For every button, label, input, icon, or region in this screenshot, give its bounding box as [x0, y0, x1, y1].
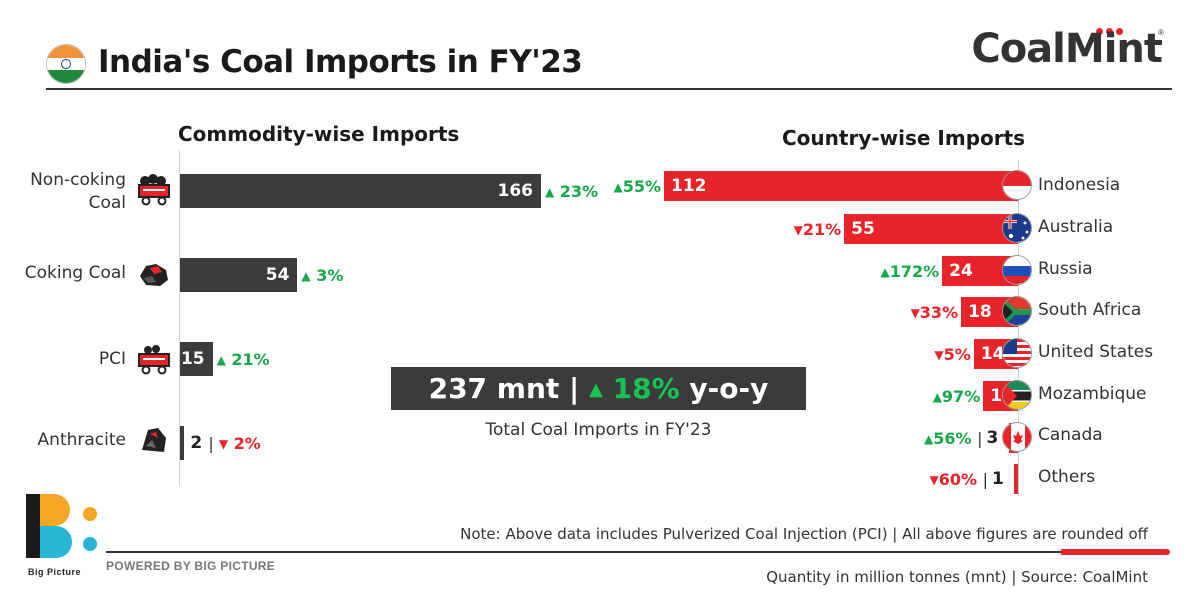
country-bar — [844, 214, 1018, 244]
total-separator: | — [569, 372, 580, 405]
russia-flag-icon — [1002, 255, 1032, 285]
mozambique-flag-icon — [1002, 380, 1032, 410]
country-change-label: ▲55% — [613, 177, 661, 196]
total-caption: Total Coal Imports in FY'23 — [485, 420, 712, 440]
up-arrow-icon: ▲ — [589, 379, 603, 400]
country-label-australia: Australia — [1038, 217, 1114, 237]
powered-by-text: POWERED BY BIG PICTURE — [106, 559, 276, 573]
commodity-value-label: 2 — [190, 433, 203, 453]
country-value-label: 1 — [992, 469, 1004, 489]
commodity-value-label: 15 — [180, 349, 205, 369]
commodity-change-label: ▲ 23% — [545, 182, 599, 201]
anthracite-icon — [136, 424, 172, 456]
country-value-label: 18 — [968, 302, 992, 322]
canada-flag-icon — [1002, 422, 1032, 452]
footer-divider — [106, 551, 1066, 553]
footer-accent — [1060, 549, 1170, 555]
country-value-label: 14 — [980, 344, 1005, 364]
commodity-axis-line — [179, 150, 180, 486]
country-value-label: 3 — [986, 428, 999, 448]
country-change-label: ▲172% — [880, 262, 940, 281]
commodity-change-label: ▲ 3% — [301, 266, 344, 285]
category-label-pci: PCI — [98, 349, 126, 369]
country-label-indonesia: Indonesia — [1038, 175, 1121, 195]
commodity-value-label: 54 — [265, 265, 290, 285]
commodity-change-label: ▲ 21% — [216, 350, 270, 369]
indonesia-flag-icon — [1002, 170, 1032, 200]
country-change-label: ▲56% | — [924, 429, 983, 448]
pci-wagon-icon — [136, 343, 172, 375]
commodity-bar — [180, 342, 213, 376]
total-value: 237 mnt — [428, 372, 560, 405]
south-africa-flag-icon — [1002, 296, 1032, 326]
country-label-russia: Russia — [1038, 259, 1093, 279]
country-label-mozambique: Mozambique — [1038, 384, 1147, 404]
commodity-chart-title: Commodity-wise Imports — [178, 122, 460, 146]
commodity-change-label: | ▼ 2% — [208, 434, 261, 453]
commodity-bar — [180, 426, 185, 460]
country-value-label: 24 — [949, 261, 973, 281]
page-title: India's Coal Imports in FY'23 — [98, 44, 583, 80]
commodity-value-label: 166 — [497, 181, 534, 201]
country-bar — [1014, 464, 1018, 494]
total-suffix: y-o-y — [689, 372, 769, 405]
category-label-coking-coal: Coking Coal — [24, 263, 126, 283]
country-bar — [664, 171, 1018, 201]
country-chart-title: Country-wise Imports — [782, 126, 1026, 150]
coking-coal-icon — [136, 258, 172, 290]
footnote: Note: Above data includes Pulverized Coa… — [460, 525, 1148, 543]
country-value-label: 55 — [851, 219, 875, 239]
country-label-united-states: United States — [1038, 342, 1154, 362]
country-label-south-africa: South Africa — [1038, 300, 1142, 320]
country-change-label: ▼5% — [934, 345, 971, 364]
total-imports-box: 237 mnt | ▲ 18% y-o-y — [391, 367, 806, 410]
coalmint-logo: CoalMint — [971, 26, 1163, 72]
country-change-label: ▲97% — [932, 387, 981, 406]
united-states-flag-icon — [1002, 338, 1032, 368]
country-label-canada: Canada — [1038, 425, 1103, 445]
commodity-bar — [180, 174, 541, 208]
country-change-label: ▼33% — [910, 303, 959, 322]
big-picture-caption: Big Picture — [28, 567, 82, 577]
australia-flag-icon — [1002, 213, 1032, 243]
total-change: 18% — [612, 372, 680, 405]
country-label-others: Others — [1038, 467, 1096, 487]
commodity-bar — [180, 258, 298, 292]
coal-wagon-icon — [136, 174, 172, 206]
country-axis-line — [1018, 160, 1019, 496]
category-label-non-coking-coal: Non-coking Coal — [30, 170, 126, 213]
country-value-label: 112 — [671, 176, 707, 196]
category-label-anthracite: Anthracite — [37, 430, 126, 450]
coalmint-logo-dots-icon — [1096, 22, 1126, 40]
india-flag-icon — [46, 44, 86, 84]
registered-mark-icon: ® — [1158, 28, 1164, 37]
header-divider — [46, 88, 1172, 90]
big-picture-logo-icon — [24, 492, 104, 564]
country-change-label: ▼21% — [793, 220, 842, 239]
country-change-label: ▼60% | — [929, 470, 989, 489]
source-note: Quantity in million tonnes (mnt) | Sourc… — [766, 568, 1148, 586]
